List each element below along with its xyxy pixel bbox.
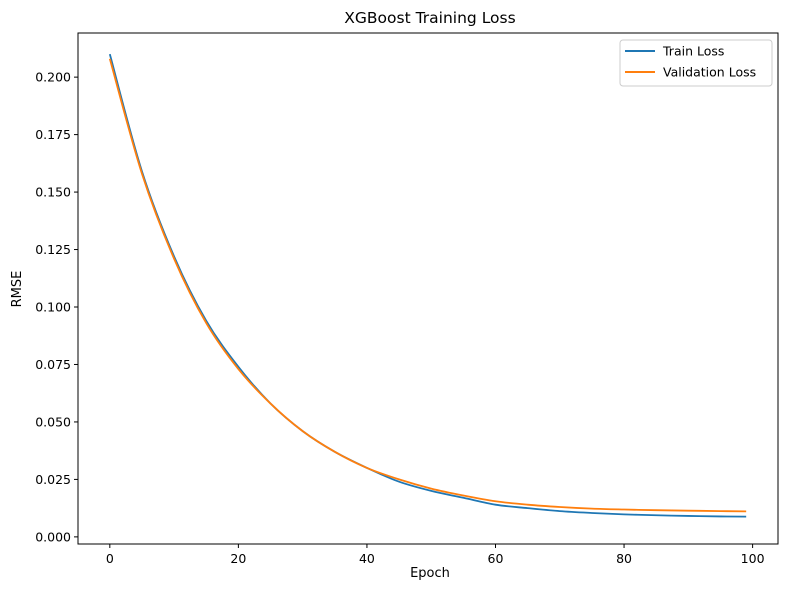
- legend-box: [619, 39, 773, 87]
- x-tick-label: 20: [230, 551, 246, 566]
- legend-label-validation-loss: Validation Loss: [663, 65, 756, 80]
- y-tick-label: 0.175: [35, 127, 71, 142]
- y-tick-label: 0.025: [35, 472, 71, 487]
- plot-area: [77, 32, 779, 545]
- x-tick-label: 0: [106, 551, 114, 566]
- y-tick-label: 0.075: [35, 357, 71, 372]
- x-tick-label: 80: [616, 551, 632, 566]
- series-line-train-loss: [108, 53, 747, 518]
- y-tick-label: 0.150: [35, 185, 71, 200]
- x-axis-ticks: 0 20 40 60 80 100: [106, 544, 765, 566]
- y-tick-label: 0.200: [35, 70, 71, 85]
- y-tick-label: 0.125: [35, 242, 71, 257]
- series-line-validation-loss: [108, 58, 747, 513]
- legend-label-train-loss: Train Loss: [662, 44, 724, 59]
- x-axis-label: Epoch: [410, 566, 450, 581]
- x-tick-label: 60: [488, 551, 504, 566]
- x-tick-label: 40: [359, 551, 375, 566]
- chart-title: XGBoost Training Loss: [344, 9, 515, 27]
- x-tick-label: 100: [741, 551, 765, 566]
- y-tick-label: 0.000: [35, 529, 71, 544]
- y-tick-label: 0.050: [35, 414, 71, 429]
- legend: Train Loss Validation Loss: [619, 39, 773, 87]
- y-tick-label: 0.100: [35, 300, 71, 315]
- y-axis-ticks: 0.000 0.025 0.050 0.075 0.100 0.125 0.150 0.175…: [35, 70, 78, 544]
- y-axis-label: RMSE: [10, 271, 25, 308]
- series-lines: [108, 53, 747, 518]
